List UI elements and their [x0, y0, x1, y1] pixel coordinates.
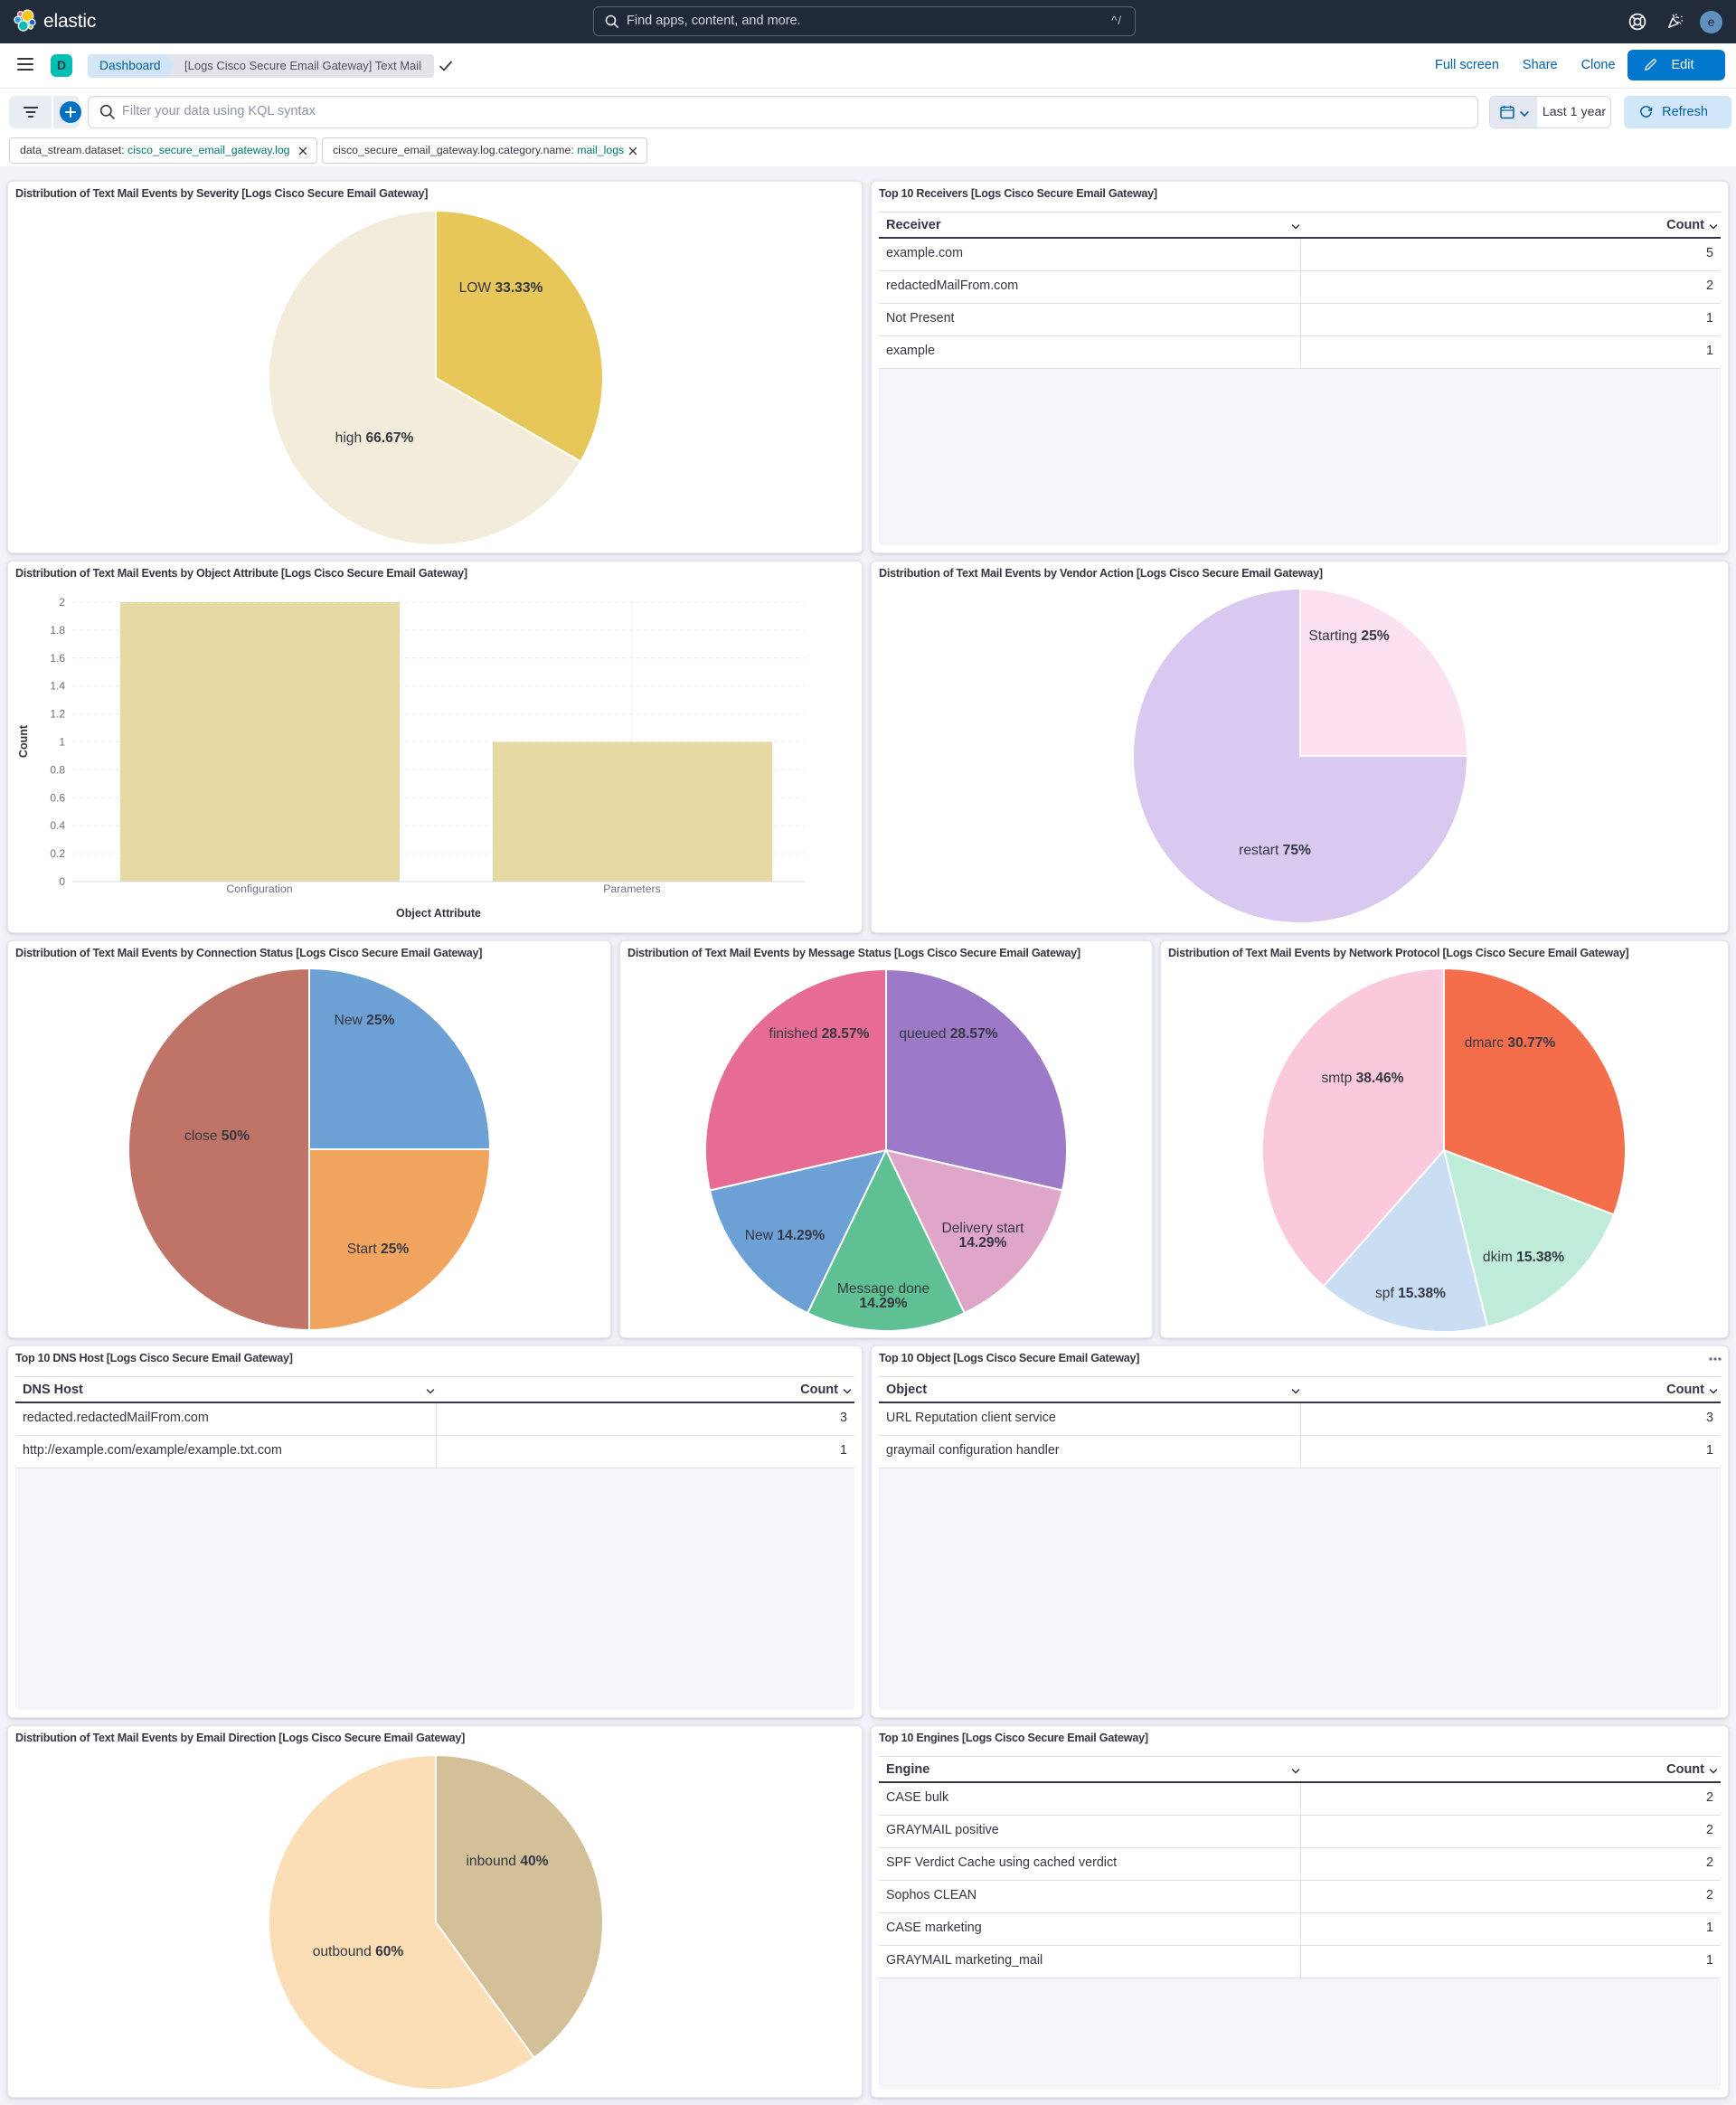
svg-text:New 14.29%: New 14.29% — [745, 1228, 826, 1243]
svg-text:1: 1 — [59, 736, 65, 749]
svg-text:2: 2 — [59, 596, 65, 609]
svg-text:Parameters: Parameters — [603, 883, 661, 895]
svg-text:Start 25%: Start 25% — [347, 1241, 410, 1257]
svg-text:outbound 60%: outbound 60% — [313, 1944, 404, 1959]
svg-text:0.8: 0.8 — [50, 763, 65, 776]
svg-text:0.6: 0.6 — [50, 791, 65, 804]
svg-text:inbound 40%: inbound 40% — [466, 1854, 548, 1869]
svg-text:0.2: 0.2 — [50, 847, 65, 860]
svg-text:spf 15.38%: spf 15.38% — [1375, 1286, 1446, 1301]
svg-text:Message done: Message done — [837, 1281, 929, 1297]
svg-text:1.4: 1.4 — [50, 680, 65, 693]
svg-text:14.29%: 14.29% — [959, 1235, 1007, 1251]
svg-text:1.6: 1.6 — [50, 652, 65, 665]
svg-text:0.4: 0.4 — [50, 819, 65, 832]
svg-text:Configuration: Configuration — [226, 883, 292, 895]
svg-text:high 66.67%: high 66.67% — [335, 430, 414, 446]
svg-text:Starting 25%: Starting 25% — [1308, 628, 1389, 644]
svg-text:restart 75%: restart 75% — [1239, 843, 1311, 858]
svg-text:close 50%: close 50% — [184, 1128, 250, 1144]
svg-text:dmarc 30.77%: dmarc 30.77% — [1465, 1035, 1556, 1051]
svg-text:Delivery start: Delivery start — [942, 1221, 1025, 1236]
svg-text:LOW 33.33%: LOW 33.33% — [459, 280, 543, 296]
svg-text:finished 28.57%: finished 28.57% — [769, 1026, 870, 1042]
svg-text:0: 0 — [59, 875, 65, 888]
svg-text:Count: Count — [17, 724, 30, 758]
svg-text:dkim 15.38%: dkim 15.38% — [1483, 1250, 1564, 1265]
svg-text:1.2: 1.2 — [50, 708, 65, 721]
svg-text:New 25%: New 25% — [335, 1013, 395, 1028]
svg-text:14.29%: 14.29% — [860, 1296, 908, 1311]
svg-text:Object Attribute: Object Attribute — [396, 907, 481, 920]
svg-text:queued 28.57%: queued 28.57% — [899, 1026, 997, 1042]
svg-text:1.8: 1.8 — [50, 624, 65, 637]
svg-text:smtp 38.46%: smtp 38.46% — [1321, 1071, 1403, 1086]
